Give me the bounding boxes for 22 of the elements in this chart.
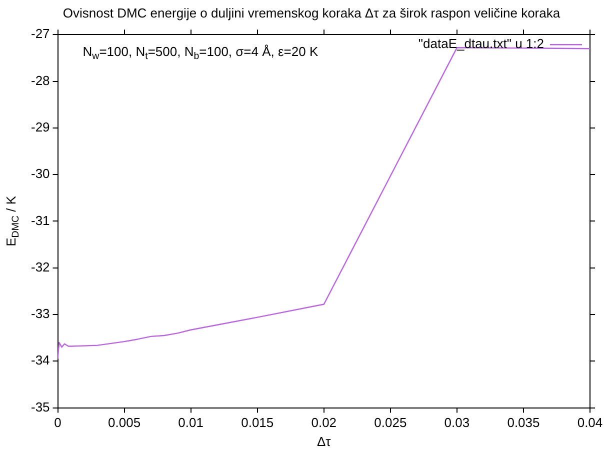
x-tick-label: 0.03 <box>444 415 470 430</box>
y-axis-title: EDMC / K <box>4 196 22 246</box>
x-tick-label: 0 <box>54 415 62 430</box>
x-tick-label: 0.02 <box>311 415 337 430</box>
x-tick-label: 0.035 <box>507 415 540 430</box>
y-tick-label: -35 <box>30 399 50 414</box>
x-tick-label: 0.025 <box>374 415 407 430</box>
y-tick-label: -28 <box>30 72 50 88</box>
y-tick-label: -34 <box>30 352 50 368</box>
x-tick-label: 0.01 <box>178 415 204 430</box>
x-tick-label: 0.005 <box>108 415 141 430</box>
legend-label: "dataE_dtau.txt" u 1:2 <box>418 36 544 52</box>
y-tick-label: -27 <box>30 26 50 42</box>
y-tick-label: -33 <box>30 306 50 322</box>
y-tick-label: -32 <box>30 259 50 274</box>
x-tick-label: 0.04 <box>577 415 603 430</box>
y-tick-label: -30 <box>30 166 50 182</box>
x-tick-label: 0.015 <box>241 415 274 430</box>
x-axis-title: Δτ <box>316 434 332 449</box>
y-tick-label: -31 <box>30 212 50 228</box>
chart-title: Ovisnost DMC energije o duljini vremenskog koraka Δτ za širok raspon veličine koraka <box>62 5 561 20</box>
y-tick-label: -29 <box>30 119 50 134</box>
